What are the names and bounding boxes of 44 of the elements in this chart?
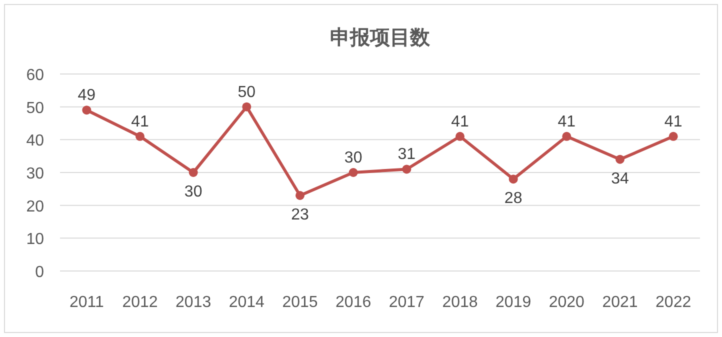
y-tick-label: 30 — [26, 166, 44, 182]
point — [296, 190, 304, 200]
x-tick-label: 2015 — [282, 294, 318, 311]
chart-title: 申报项目数 — [330, 27, 431, 49]
x-tick-label: 2013 — [176, 294, 212, 311]
data-label: 41 — [558, 113, 576, 130]
y-tick-label: 0 — [35, 264, 44, 281]
x-tick-label: 2021 — [602, 294, 638, 311]
data-label: 30 — [344, 150, 362, 166]
data-label: 30 — [184, 184, 202, 200]
x-tick-label: 2019 — [496, 294, 532, 311]
point — [348, 168, 358, 177]
x-tick-label: 2022 — [656, 294, 692, 311]
data-label: 23 — [291, 206, 309, 224]
x-tick-label: 2018 — [442, 294, 478, 311]
x-tick-label: 2011 — [69, 294, 104, 311]
data-label: 41 — [131, 113, 149, 130]
point — [562, 132, 572, 141]
x-tick-label: 2016 — [336, 294, 372, 311]
data-label: 50 — [238, 84, 256, 101]
point — [402, 164, 412, 174]
y-tick-label: 20 — [26, 198, 44, 216]
x-tick-label: 2020 — [548, 294, 585, 311]
point — [242, 102, 252, 112]
point — [456, 132, 464, 141]
y-tick-label: 60 — [26, 67, 44, 84]
data-label: 41 — [451, 113, 469, 130]
data-label: 31 — [398, 146, 416, 164]
data-label: 28 — [504, 190, 522, 208]
point — [668, 132, 678, 141]
data-label: 41 — [664, 113, 682, 130]
data-label: 34 — [611, 170, 629, 188]
point — [616, 154, 624, 164]
point — [136, 132, 144, 141]
point — [508, 174, 518, 184]
y-tick-label: 10 — [26, 231, 44, 248]
point — [82, 106, 92, 115]
x-tick-label: 2017 — [388, 294, 425, 311]
data-label: 49 — [78, 87, 96, 104]
point — [188, 168, 198, 177]
x-tick-label: 2012 — [122, 294, 158, 311]
y-tick-label: 40 — [26, 132, 44, 150]
y-tick-label: 50 — [26, 100, 44, 117]
x-tick-label: 2014 — [228, 294, 265, 311]
